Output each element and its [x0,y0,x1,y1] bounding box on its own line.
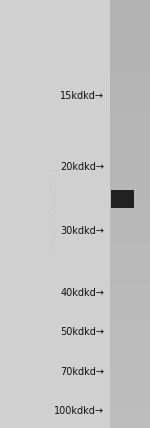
Bar [110,0,150,428]
Bar [111,190,134,208]
Text: WWW.PTGLAB3.COM: WWW.PTGLAB3.COM [50,172,58,256]
Text: 100kdkd→: 100kdkd→ [54,406,104,416]
Text: 20kdkd→: 20kdkd→ [60,162,104,172]
Text: 50kdkd→: 50kdkd→ [60,327,104,337]
Text: 40kdkd→: 40kdkd→ [60,288,104,298]
Text: 15kdkd→: 15kdkd→ [60,91,104,101]
Text: 30kdkd→: 30kdkd→ [60,226,104,236]
Text: 70kdkd→: 70kdkd→ [60,367,104,377]
